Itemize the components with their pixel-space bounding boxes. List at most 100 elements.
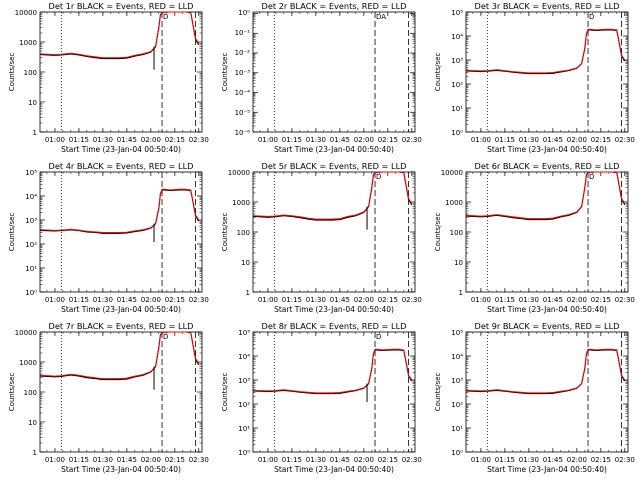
marker-annotation: D	[163, 13, 168, 21]
events-rate-line	[40, 11, 200, 60]
events-rate-line	[40, 331, 200, 381]
plot-frame	[39, 171, 203, 293]
x-tick-label: 01:30	[93, 136, 113, 144]
x-tick-label: 02:00	[354, 136, 374, 144]
x-tick-label: 02:00	[141, 456, 161, 464]
lld-rate-line	[40, 331, 200, 380]
x-tick-label: 02:30	[402, 296, 422, 304]
plot-frame	[252, 11, 416, 133]
x-tick-label: 01:00	[471, 456, 491, 464]
panel-title: Det 7r BLACK = Events, RED = LLD	[49, 321, 194, 331]
plot-frame	[465, 11, 629, 133]
y-axis-label: Counts/sec	[8, 373, 16, 412]
y-axis-label: Counts/sec	[8, 213, 16, 252]
panel-2: Det 2r BLACK = Events, RED = LLD 10⁻⁶ 10⁻⁵…	[221, 1, 422, 154]
y-tick-label: 10⁵	[451, 329, 463, 337]
y-tick-label: 10	[454, 259, 463, 267]
x-tick-label: 02:15	[165, 136, 185, 144]
y-tick-label: 10⁻⁴	[235, 89, 251, 97]
x-tick-label: 01:30	[519, 296, 539, 304]
plot-frame	[465, 171, 629, 293]
events-rate-line	[253, 349, 413, 395]
y-tick-label: 100	[24, 389, 37, 397]
x-tick-label: 01:45	[330, 296, 350, 304]
y-tick-label: 10⁴	[25, 193, 37, 201]
y-axis-label: Counts/sec	[221, 213, 229, 252]
y-tick-label: 10000	[15, 329, 37, 337]
x-tick-label: 01:15	[69, 296, 89, 304]
x-tick-label: 01:15	[282, 296, 302, 304]
y-tick-label: 10⁰	[238, 449, 250, 457]
y-axis-label: Counts/sec	[434, 373, 442, 412]
y-tick-label: 1	[33, 449, 37, 457]
y-tick-label: 10¹	[451, 425, 463, 433]
events-rate-line	[40, 189, 200, 234]
panel-title: Det 2r BLACK = Events, RED = LLD	[262, 1, 407, 11]
x-tick-label: 02:15	[591, 456, 611, 464]
panel-title: Det 1r BLACK = Events, RED = LLD	[49, 1, 194, 11]
x-axis-label: Start Time (23-Jan-04 00:50:40)	[274, 465, 394, 474]
panel-title: Det 6r BLACK = Events, RED = LLD	[475, 161, 620, 171]
panel-5: Det 5r BLACK = Events, RED = LLD 1 10 100 10…	[221, 161, 422, 314]
x-tick-label: 01:15	[282, 456, 302, 464]
panel-6: Det 6r BLACK = Events, RED = LLD 1 10 100 10…	[434, 161, 635, 314]
x-axis-label: Start Time (23-Jan-04 00:50:40)	[61, 465, 181, 474]
events-rate-line	[466, 171, 626, 221]
x-tick-label: 01:15	[495, 136, 515, 144]
y-tick-label: 10⁻⁵	[235, 109, 251, 117]
x-tick-label: 01:30	[93, 456, 113, 464]
y-tick-label: 10⁴	[451, 33, 463, 41]
panel-9: Det 9r BLACK = Events, RED = LLD 10⁰ 10¹ 10…	[434, 321, 635, 474]
x-tick-label: 02:30	[615, 456, 635, 464]
lld-rate-line	[253, 171, 413, 220]
y-tick-label: 10⁵	[451, 9, 463, 17]
x-tick-label: 01:30	[519, 136, 539, 144]
lld-rate-line	[40, 11, 200, 59]
panel-title: Det 9r BLACK = Events, RED = LLD	[475, 321, 620, 331]
y-tick-label: 100	[237, 229, 250, 237]
x-tick-label: 01:30	[306, 456, 326, 464]
y-tick-label: 10⁴	[238, 353, 250, 361]
y-tick-label: 100	[450, 229, 463, 237]
y-tick-label: 1	[246, 289, 250, 297]
x-tick-label: 01:15	[69, 136, 89, 144]
panel-title: Det 8r BLACK = Events, RED = LLD	[262, 321, 407, 331]
lld-rate-line	[40, 188, 200, 233]
y-axis-label: Counts/sec	[8, 53, 16, 92]
x-tick-label: 02:30	[189, 296, 209, 304]
events-rate-line	[466, 349, 626, 395]
y-tick-label: 10³	[238, 377, 250, 385]
y-tick-label: 10000	[228, 169, 250, 177]
x-tick-label: 02:15	[165, 456, 185, 464]
x-tick-label: 02:30	[402, 456, 422, 464]
plot-frame	[465, 331, 629, 453]
x-tick-label: 02:15	[378, 136, 398, 144]
panel-7: Det 7r BLACK = Events, RED = LLD 1 10 100 10…	[8, 321, 209, 474]
x-tick-label: 01:30	[306, 136, 326, 144]
plot-frame	[252, 171, 416, 293]
x-axis-label: Start Time (23-Jan-04 00:50:40)	[274, 145, 394, 154]
y-axis-label: Counts/sec	[434, 53, 442, 92]
x-axis-label: Start Time (23-Jan-04 00:50:40)	[487, 305, 607, 314]
x-tick-label: 01:00	[45, 296, 65, 304]
x-tick-label: 02:00	[141, 296, 161, 304]
panel-1: Det 1r BLACK = Events, RED = LLD 1 10 100 10…	[8, 1, 209, 154]
x-tick-label: 02:00	[141, 136, 161, 144]
x-tick-label: 02:30	[189, 456, 209, 464]
marker-annotation: DA	[376, 13, 386, 21]
panel-4: Det 4r BLACK = Events, RED = LLD 10⁰ 10¹ 10…	[8, 161, 209, 314]
x-axis-label: Start Time (23-Jan-04 00:50:40)	[61, 305, 181, 314]
panel-title: Det 4r BLACK = Events, RED = LLD	[49, 161, 194, 171]
events-rate-line	[466, 29, 626, 75]
x-axis-label: Start Time (23-Jan-04 00:50:40)	[274, 305, 394, 314]
x-tick-label: 02:15	[591, 136, 611, 144]
x-tick-label: 01:15	[282, 136, 302, 144]
x-tick-label: 01:00	[471, 296, 491, 304]
x-tick-label: 01:00	[471, 136, 491, 144]
x-tick-label: 01:00	[45, 136, 65, 144]
y-tick-label: 10⁻²	[235, 49, 251, 57]
y-axis-label: Counts/sec	[221, 53, 229, 92]
x-axis-label: Start Time (23-Jan-04 00:50:40)	[487, 465, 607, 474]
x-tick-label: 02:30	[189, 136, 209, 144]
